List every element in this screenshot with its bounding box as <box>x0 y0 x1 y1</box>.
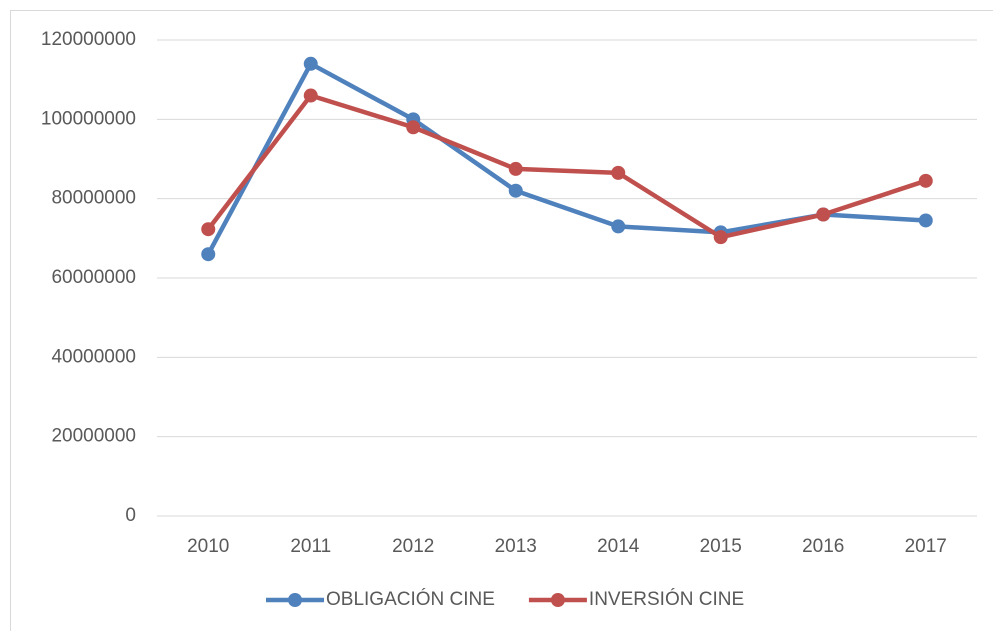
y-tick-label: 80000000 <box>51 188 136 209</box>
data-point <box>303 56 318 71</box>
legend-label: INVERSIÓN CINE <box>589 588 744 610</box>
data-point <box>816 207 831 222</box>
x-tick-label: 2015 <box>700 536 742 557</box>
y-tick-label: 20000000 <box>51 426 136 447</box>
chart-border <box>10 10 993 631</box>
legend-marker <box>550 593 565 607</box>
y-tick-label: 0 <box>125 505 136 526</box>
x-tick-label: 2010 <box>187 536 229 557</box>
data-point <box>303 88 318 103</box>
data-point <box>713 230 728 245</box>
data-point <box>508 183 523 198</box>
x-tick-label: 2011 <box>290 536 331 557</box>
x-tick-label: 2012 <box>392 536 434 557</box>
x-tick-label: 2017 <box>905 536 947 557</box>
y-tick-label: 40000000 <box>51 346 136 367</box>
y-tick-label: 60000000 <box>51 267 136 288</box>
data-point <box>918 173 933 188</box>
data-point <box>406 120 421 135</box>
x-tick-label: 2014 <box>597 536 640 557</box>
legend-marker <box>288 593 302 607</box>
y-tick-label: 120000000 <box>41 29 136 50</box>
data-point <box>201 247 216 262</box>
data-point <box>918 213 933 228</box>
data-point <box>611 165 626 180</box>
series-line <box>206 93 927 240</box>
data-point <box>611 219 626 234</box>
x-tick-label: 2016 <box>802 536 844 557</box>
data-point <box>201 222 216 237</box>
legend-label: OBLIGACIÓN CINE <box>326 588 495 610</box>
data-point <box>508 161 523 176</box>
x-tick-label: 2013 <box>495 536 537 557</box>
y-tick-label: 100000000 <box>41 108 136 129</box>
